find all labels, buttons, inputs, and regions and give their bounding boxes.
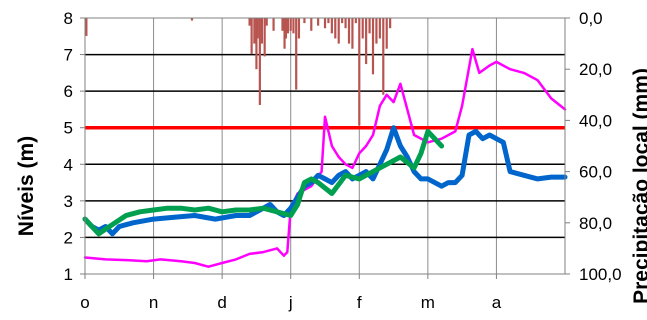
series-line — [82, 128, 445, 237]
y2-tick-label: 0,0 — [579, 9, 603, 28]
x-tick-label: n — [149, 293, 158, 312]
y-tick-label: 6 — [64, 82, 73, 101]
plot-area — [85, 18, 565, 274]
y-tick-label: 2 — [64, 228, 73, 247]
x-tick-label: a — [492, 293, 502, 312]
y-axis-ticks: 1 2 3 4 5 6 7 8 — [64, 9, 85, 284]
y2-tick-label: 60,0 — [579, 163, 612, 182]
y2-tick-label: 100,0 — [579, 265, 622, 284]
x-tick-label: f — [357, 293, 362, 312]
x-tick-label: m — [421, 293, 435, 312]
y-tick-label: 5 — [64, 119, 73, 138]
x-tick-label: d — [217, 293, 226, 312]
series-line — [83, 47, 567, 268]
series-lines — [82, 47, 568, 268]
y-tick-label: 8 — [64, 9, 73, 28]
y-tick-label: 4 — [64, 155, 73, 174]
precipitation-bars — [85, 18, 392, 126]
y2-tick-label: 40,0 — [579, 111, 612, 130]
y-tick-label: 1 — [64, 265, 73, 284]
y-tick-label: 7 — [64, 46, 73, 65]
x-tick-label: j — [288, 293, 293, 312]
y2-tick-label: 80,0 — [579, 214, 612, 233]
y2-tick-label: 20,0 — [579, 60, 612, 79]
y2-axis-title: Precipitação local (mm) — [630, 68, 647, 304]
y-axis-title: Níveis (m) — [15, 136, 38, 236]
y2-axis-ticks: 0,0 20,0 40,0 60,0 80,0 100,0 — [565, 9, 622, 284]
plot-frame — [84, 17, 566, 275]
x-tick-label: o — [80, 293, 89, 312]
y-tick-label: 3 — [64, 192, 73, 211]
